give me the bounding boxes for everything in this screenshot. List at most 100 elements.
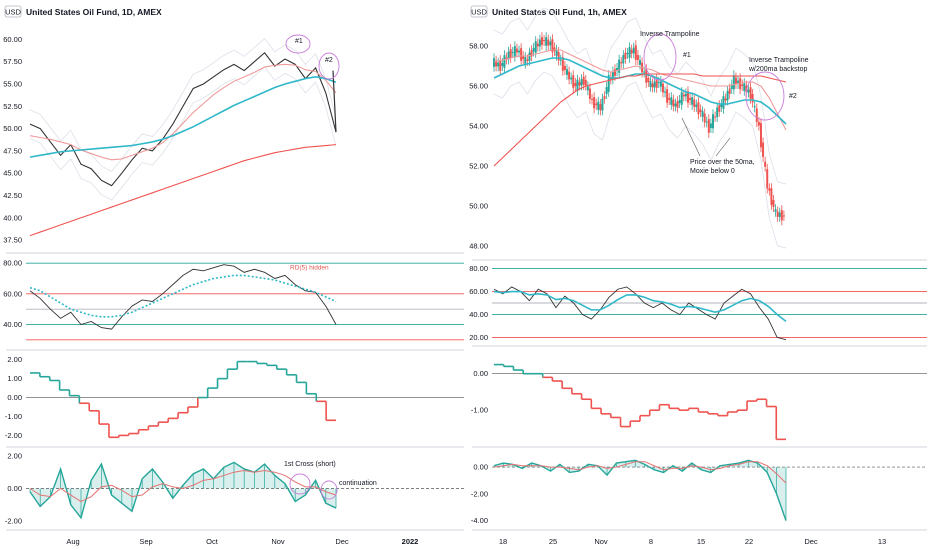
candle-body (518, 50, 521, 53)
y-tick-label: -2.00 (471, 489, 488, 498)
y-tick-label: 42.50 (3, 191, 22, 200)
y-tick-label: 20.00 (469, 333, 488, 342)
oscillator-line (29, 264, 337, 330)
candle-body (697, 102, 700, 115)
candle-body (724, 98, 727, 101)
annotation-circle (320, 480, 338, 500)
y-tick-label: 54.00 (469, 122, 488, 131)
y-tick-label: 52.00 (469, 162, 488, 171)
x-tick-label: Sep (139, 537, 152, 546)
currency-badge (4, 5, 22, 18)
candle-body (507, 51, 510, 60)
y-tick-label: -2.00 (5, 431, 22, 440)
y-tick-label: 80.00 (469, 264, 488, 273)
currency-badge (470, 5, 488, 18)
candle-body (691, 97, 694, 105)
y-tick-label: 56.00 (469, 82, 488, 91)
candle-body (680, 92, 683, 105)
candle-body (701, 111, 704, 117)
pane-oscillator: 80.00 60.00 40.00 20.00 (469, 264, 927, 342)
y-tick-label: 0.00 (473, 369, 488, 378)
y-tick-label: 60.00 (3, 35, 22, 44)
candle-body (718, 105, 721, 112)
annotation-circle (745, 71, 785, 121)
candle-body (722, 96, 725, 109)
y-tick-label: 1.00 (7, 374, 22, 383)
candle-body (599, 104, 602, 111)
price-series-line (29, 63, 337, 161)
candle-body (522, 56, 525, 59)
candle-body (628, 47, 631, 58)
price-series-line (29, 144, 337, 237)
x-tick-label: Nov (594, 537, 608, 546)
currency-badge-label: USD (5, 8, 21, 17)
candle-body (578, 82, 581, 86)
candle-body (762, 142, 765, 157)
candle-body (712, 114, 714, 129)
candle-body (545, 37, 548, 46)
candle-body (497, 62, 500, 67)
candle-body (503, 55, 506, 68)
candle-body (686, 91, 689, 103)
candle-body (566, 69, 568, 75)
signal-line (29, 470, 337, 503)
candle-body (563, 66, 566, 70)
x-tick-label: 25 (549, 537, 557, 546)
y-tick-label: 40.00 (3, 213, 22, 222)
candle-body (726, 91, 729, 101)
chart-title: United States Oil Fund, 1D, AMEX (26, 7, 162, 17)
candle-body (653, 81, 656, 88)
y-tick-label: 60.00 (3, 289, 22, 298)
candle-body (555, 49, 558, 56)
x-tick-label: Nov (271, 537, 285, 546)
annotation-label: 1st Cross (short) (284, 461, 336, 468)
candle-body (509, 49, 512, 58)
y-tick-label: 0.00 (7, 484, 22, 493)
candle-body (709, 123, 712, 128)
candle-body (747, 89, 750, 93)
candle-body (547, 39, 550, 46)
annotation-label: #2 (789, 93, 797, 100)
candle-body (607, 75, 610, 92)
candle-body (595, 103, 598, 105)
envelope-upper (29, 37, 337, 172)
candle-body (559, 59, 562, 61)
y-tick-label: -1.00 (5, 412, 22, 421)
histogram-outline (493, 459, 787, 521)
y-tick-label: 57.50 (3, 57, 22, 66)
x-tick-label: 22 (745, 537, 753, 546)
y-tick-label: -1.00 (471, 406, 488, 415)
candle-body (584, 80, 587, 86)
y-tick-label: 2.00 (7, 451, 22, 460)
candle-body (720, 104, 723, 107)
y-tick-label: 60.00 (469, 287, 488, 296)
candle-body (682, 94, 685, 97)
price-series-line (29, 76, 337, 158)
candle-body (591, 98, 594, 100)
annotation-label: Inverse Trampoline (640, 31, 700, 38)
candle-body (588, 88, 591, 99)
candle-body (538, 39, 541, 47)
x-tick-label: 8 (649, 537, 653, 546)
candle-body (774, 209, 777, 212)
oscillator-line (493, 286, 787, 341)
candle-body (664, 91, 667, 93)
x-tick-label: 13 (878, 537, 886, 546)
candle-body (532, 48, 535, 52)
candle-body (705, 121, 708, 123)
y-tick-label: 50.00 (469, 202, 488, 211)
candle-body (716, 107, 719, 117)
candle-body (695, 104, 698, 107)
candle-body (674, 103, 677, 107)
candle-body (613, 69, 616, 76)
envelope-lower (29, 66, 337, 201)
candle-body (570, 77, 573, 80)
candle-body (737, 80, 740, 84)
candle-body (515, 48, 518, 53)
candle-body (622, 55, 625, 64)
candle-body (580, 79, 583, 86)
candle-body (661, 83, 664, 93)
y-tick-label: 2.00 (7, 355, 22, 364)
histogram-fill (30, 462, 336, 518)
